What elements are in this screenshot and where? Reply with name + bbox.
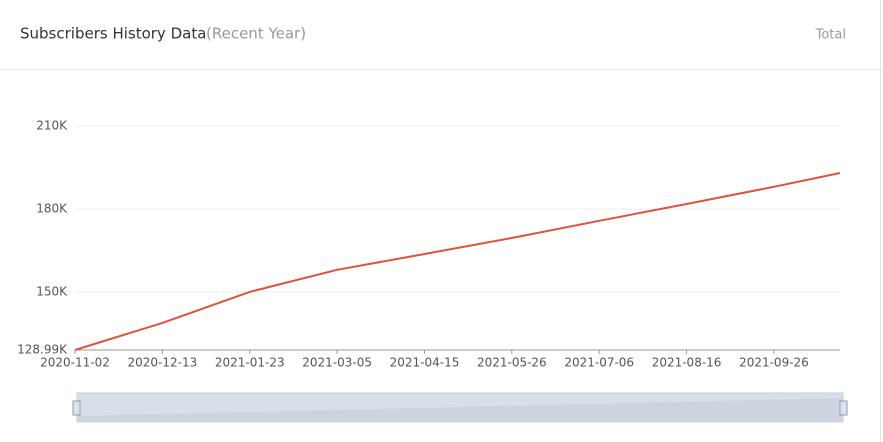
x-tick-label: 2021-09-26 bbox=[739, 356, 809, 370]
x-tick-label: 2021-07-06 bbox=[564, 356, 634, 370]
y-tick-label: 210K bbox=[36, 119, 68, 133]
zoom-handle[interactable] bbox=[839, 400, 848, 416]
chart-title: Subscribers History Data bbox=[20, 25, 206, 43]
x-tick-label: 2021-03-05 bbox=[302, 356, 372, 370]
y-tick-label: 150K bbox=[36, 284, 68, 298]
x-tick-label: 2021-08-16 bbox=[652, 356, 722, 370]
x-tick-label: 2021-01-23 bbox=[215, 356, 285, 370]
y-tick-label: 180K bbox=[36, 201, 68, 215]
y-tick-label: 128.99K bbox=[17, 343, 68, 357]
zoom-preview bbox=[77, 398, 843, 422]
x-tick-label: 2021-05-26 bbox=[477, 356, 547, 370]
x-tick-label: 2020-12-13 bbox=[127, 356, 197, 370]
line bbox=[74, 172, 841, 351]
x-tick-label: 2021-04-15 bbox=[390, 356, 460, 370]
x-tick-label: 2020-11-02 bbox=[40, 356, 110, 370]
data-zoom[interactable] bbox=[72, 392, 848, 423]
mode-button[interactable]: Total bbox=[815, 28, 846, 43]
chart-subtitle: (Recent Year) bbox=[206, 25, 306, 43]
zoom-handle[interactable] bbox=[72, 400, 81, 416]
